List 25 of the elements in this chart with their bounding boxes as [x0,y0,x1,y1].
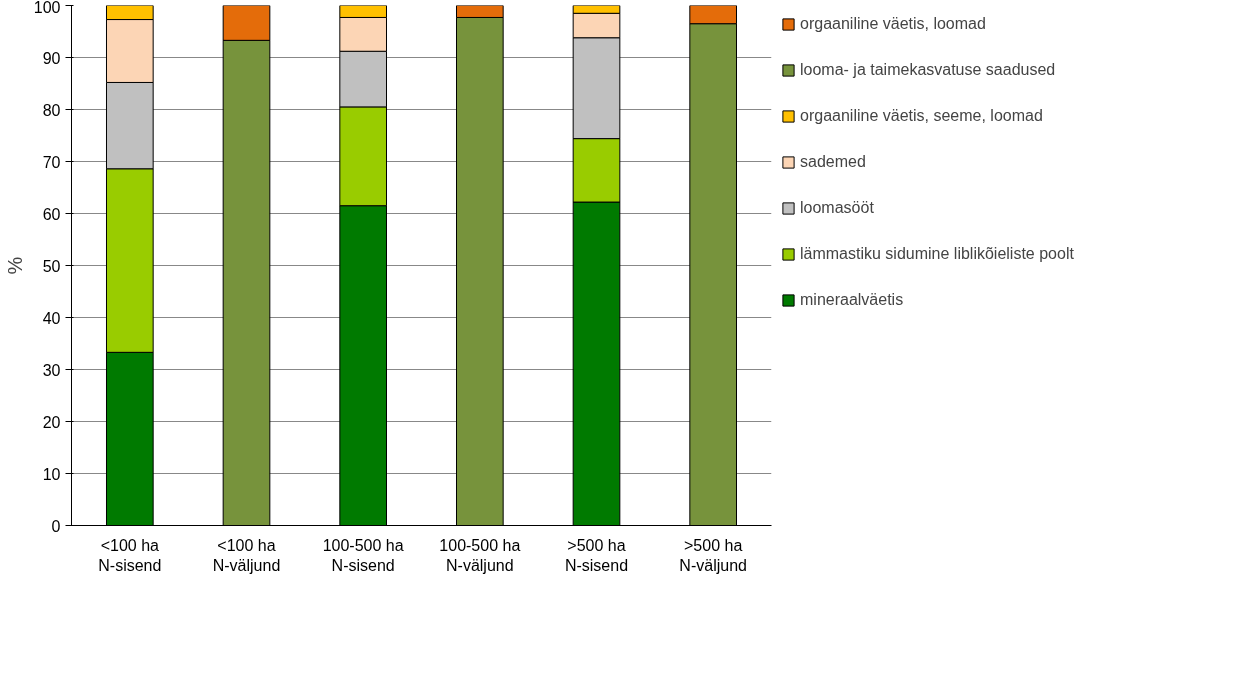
x-tick-label: <100 ha N-väljund [212,536,281,574]
legend-label: looma- ja taimekasvatuse saadused [800,61,1056,79]
x-tick-label: >500 ha N-sisend [564,536,629,574]
x-tick-label: <100 ha N-sisend [98,536,162,574]
x-tick-label: 100-500 ha N-sisend [322,536,404,574]
y-tick-label: 50 [42,257,61,275]
legend-label: sademed [800,153,866,171]
x-tick-label: 100-500 ha N-väljund [439,536,521,574]
y-tick-label: 60 [42,205,61,223]
y-tick-label: 70 [42,153,61,171]
legend-label: orgaaniline väetis, seeme, loomad [800,107,1043,125]
y-axis-title: % [3,256,26,275]
y-tick-label: 90 [42,49,61,67]
legend-label: orgaaniline väetis, loomad [800,15,986,33]
y-tick-label: 10 [42,465,61,483]
y-tick-label: 80 [42,101,61,119]
legend-label: loomasööt [800,199,874,217]
y-tick-label: 40 [42,309,61,327]
y-tick-label: 30 [42,361,61,379]
y-tick-label: 0 [51,517,61,535]
x-tick-label: >500 ha N-väljund [679,536,747,574]
legend-label: mineraalväetis [800,291,904,309]
y-tick-label: 20 [42,413,61,431]
y-tick-label: 100 [33,0,61,16]
legend-label: lämmastiku sidumine liblikõieliste poolt [800,245,1074,263]
